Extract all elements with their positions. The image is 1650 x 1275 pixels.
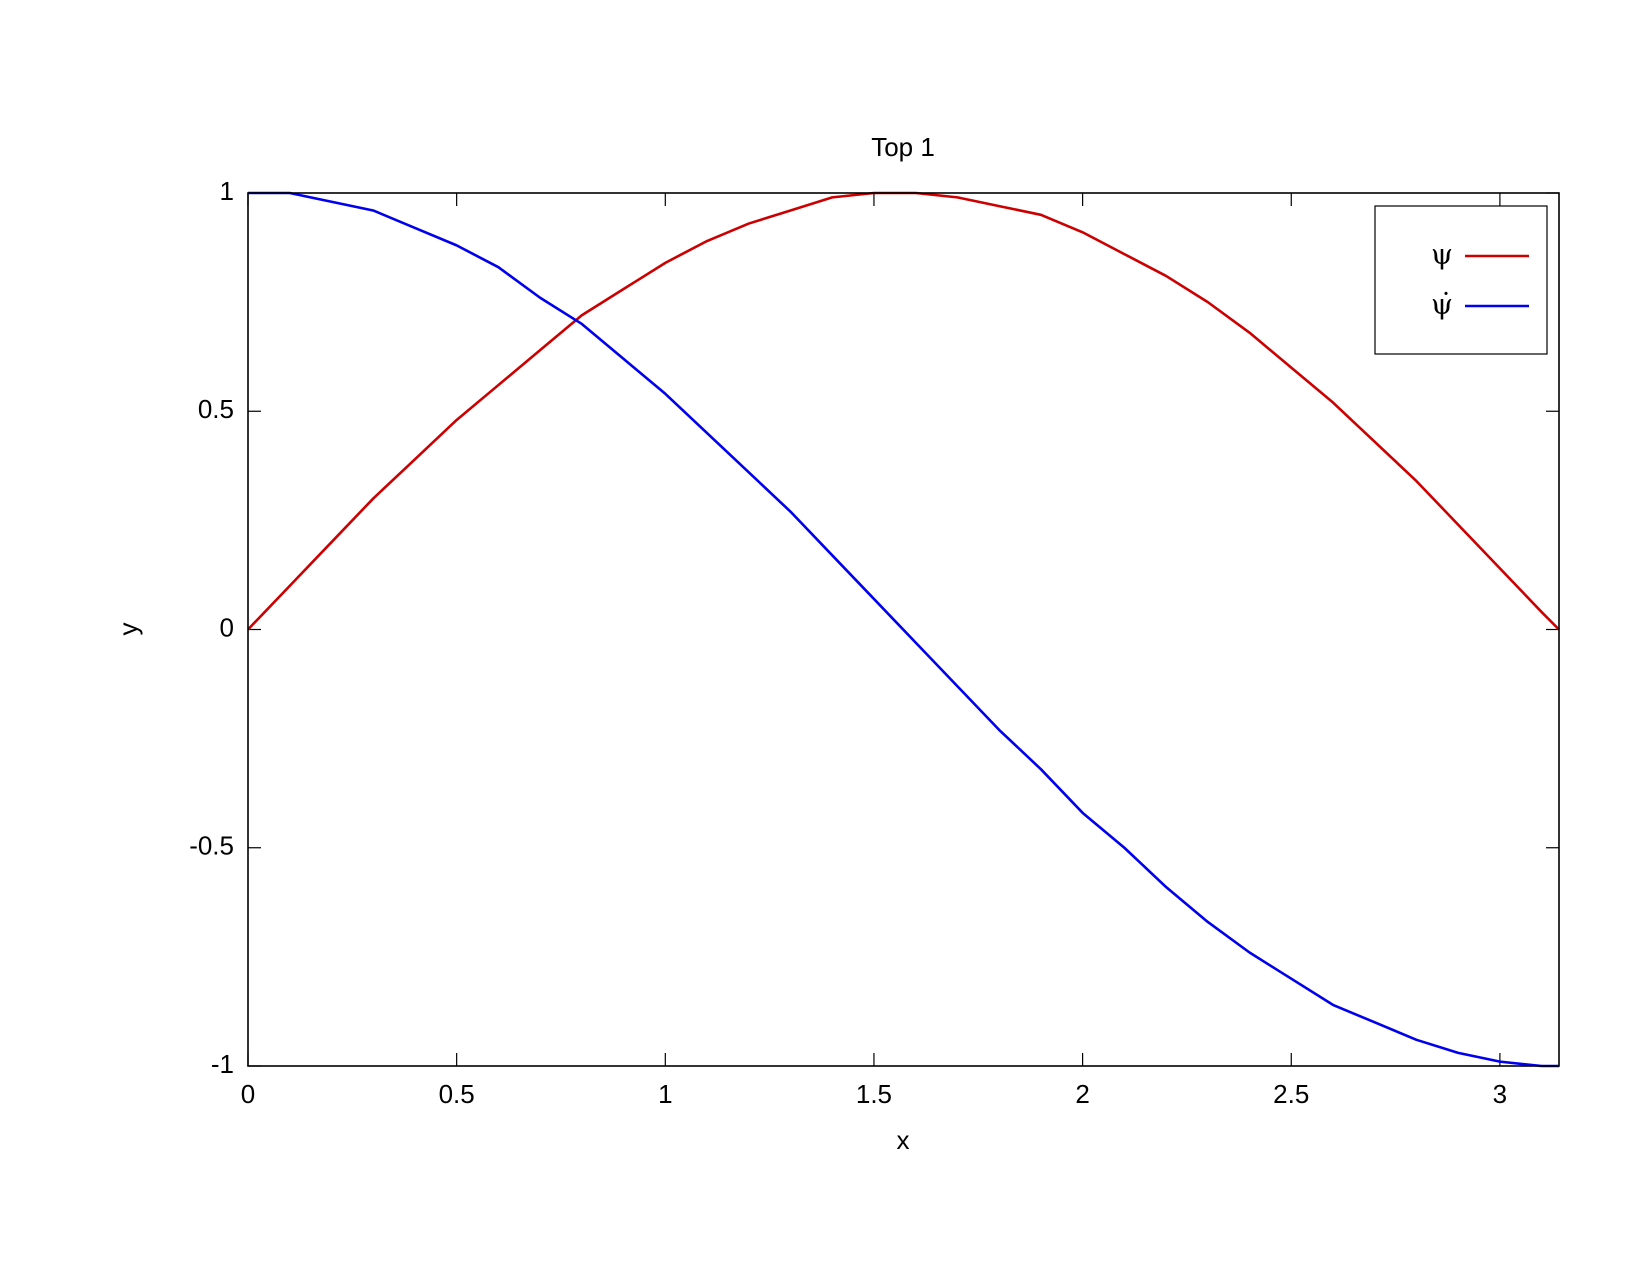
legend-box bbox=[1374, 205, 1548, 355]
x-tick-label: 3 bbox=[1493, 1079, 1507, 1109]
y-tick-label: -1 bbox=[211, 1049, 234, 1079]
y-tick-label: -0.5 bbox=[189, 831, 234, 861]
line-series bbox=[247, 191, 1560, 631]
x-tick-label: 2.5 bbox=[1273, 1079, 1309, 1109]
y-tick-label: 0 bbox=[220, 612, 234, 642]
y-tick-label: 0.5 bbox=[198, 394, 234, 424]
x-tick-label: 2 bbox=[1075, 1079, 1089, 1109]
x-tick-label: 0 bbox=[241, 1079, 255, 1109]
x-axis-label: x bbox=[897, 1125, 910, 1155]
line-series bbox=[248, 191, 1559, 1068]
y-axis-label: y bbox=[113, 623, 143, 636]
x-tick-label: 1 bbox=[658, 1079, 672, 1109]
chart-title: Top 1 bbox=[871, 132, 935, 162]
legend-label: ψ̇ bbox=[1431, 288, 1453, 321]
x-tick-label: 0.5 bbox=[439, 1079, 475, 1109]
y-tick-label: 1 bbox=[220, 176, 234, 206]
legend-label: ψ bbox=[1431, 238, 1453, 271]
x-tick-label: 1.5 bbox=[856, 1079, 892, 1109]
plot-frame bbox=[247, 192, 1560, 1067]
